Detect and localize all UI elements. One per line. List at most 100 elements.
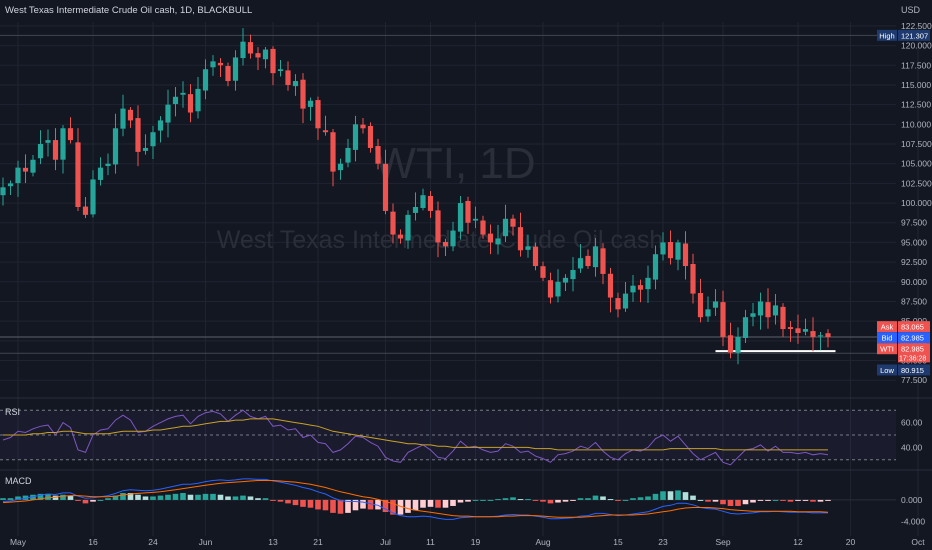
candle [742, 309, 749, 344]
candle [817, 332, 824, 351]
candle-body [285, 70, 291, 85]
candle [450, 221, 456, 252]
macd-tick-label: -4.000 [901, 517, 925, 527]
macd-histogram-bar [157, 495, 164, 500]
time-tick-label: 13 [268, 537, 278, 547]
macd-histogram-bar [315, 499, 321, 510]
macd-histogram-bar [780, 499, 786, 501]
candle-body [75, 142, 81, 207]
macd-histogram-bar [180, 493, 186, 500]
candle-body [547, 280, 554, 298]
candle-body [802, 329, 809, 332]
candle-body [7, 183, 14, 187]
macd-histogram-bar [352, 499, 359, 511]
candle-body [330, 132, 336, 172]
candle [240, 28, 246, 66]
macd-histogram-bar [322, 499, 329, 511]
macd-histogram-bar [397, 499, 404, 515]
macd-histogram-bar [420, 499, 426, 508]
macd-histogram-bar [810, 499, 816, 502]
candle [22, 154, 29, 183]
candle [195, 77, 201, 119]
candle [142, 134, 149, 155]
candle-body [585, 255, 591, 267]
price-tick-label: 102.500 [901, 178, 932, 188]
candle [307, 97, 314, 121]
candle [787, 321, 794, 342]
time-tick-label: 19 [471, 537, 481, 547]
rsi-label[interactable]: RSI [5, 407, 20, 417]
macd-histogram-bar [367, 499, 374, 510]
candle [67, 117, 74, 144]
candle-body [502, 218, 509, 237]
macd-histogram-bar [52, 495, 59, 500]
candle [82, 196, 89, 219]
price-tick-label: 120.000 [901, 41, 932, 51]
candle-body [270, 48, 276, 74]
rsi-panel[interactable] [0, 409, 896, 466]
macd-histogram-bar [135, 494, 141, 500]
macd-histogram-bar [592, 495, 599, 500]
candle [0, 177, 6, 206]
candle [765, 288, 771, 329]
macd-histogram-bar [225, 496, 231, 500]
candle-body [742, 317, 749, 338]
candle [735, 327, 741, 365]
macd-histogram-bar [487, 499, 494, 501]
candle [187, 84, 194, 123]
candle [412, 192, 419, 221]
macd-histogram-bar [825, 499, 831, 501]
candle [495, 224, 501, 255]
macd-histogram-bar [390, 499, 396, 515]
candle [247, 34, 254, 59]
candle-body [127, 109, 134, 121]
candle [330, 129, 336, 187]
candle [615, 292, 621, 318]
macd-line [2, 478, 828, 520]
candle [802, 318, 809, 336]
time-axis[interactable]: May 16 24 Jun 13 21 Jul 11 19 Aug 15 23 Sep 12 20 Oct [10, 537, 925, 547]
candle-body [307, 100, 314, 107]
candle-body [97, 167, 104, 180]
macd-histogram-bar [277, 499, 284, 502]
high-label-value-text: 121.307 [901, 31, 928, 40]
signal-line [2, 480, 829, 518]
candle [157, 116, 164, 143]
candle-body [322, 130, 329, 133]
candle-body [727, 335, 734, 353]
macd-histogram-bar [637, 497, 644, 500]
candle-body [300, 79, 306, 109]
candle-body [592, 246, 599, 268]
candle-body [210, 61, 216, 68]
candle [570, 257, 576, 292]
candle-body [195, 88, 201, 112]
macd-histogram-bar [60, 494, 66, 500]
macd-histogram-bar [105, 498, 111, 500]
candle-body [675, 242, 681, 260]
candle-body [52, 140, 59, 160]
candle-body [735, 336, 741, 353]
candle-body [420, 195, 426, 208]
macd-histogram-bar [510, 497, 516, 500]
macd-histogram-bar [630, 498, 636, 500]
macd-panel[interactable] [0, 478, 896, 520]
price-tick-label: 110.000 [901, 119, 931, 129]
candle [682, 231, 689, 280]
high-label-tag-bg [877, 29, 897, 41]
candle [127, 107, 134, 128]
grid-lines [0, 22, 932, 536]
macd-histogram-bar [652, 493, 659, 500]
candle [75, 128, 81, 211]
macd-histogram-bar [30, 494, 36, 500]
candle-body [712, 301, 719, 308]
macd-label[interactable]: MACD [5, 476, 32, 486]
macd-histogram-bar [802, 499, 809, 501]
candle [480, 215, 486, 239]
ask-label-tag-bg [877, 321, 897, 333]
macd-histogram-bar [787, 499, 794, 502]
symbol-title[interactable]: West Texas Intermediate Crude Oil cash, … [5, 5, 252, 16]
price-candles[interactable] [0, 28, 831, 365]
candle [255, 47, 261, 70]
